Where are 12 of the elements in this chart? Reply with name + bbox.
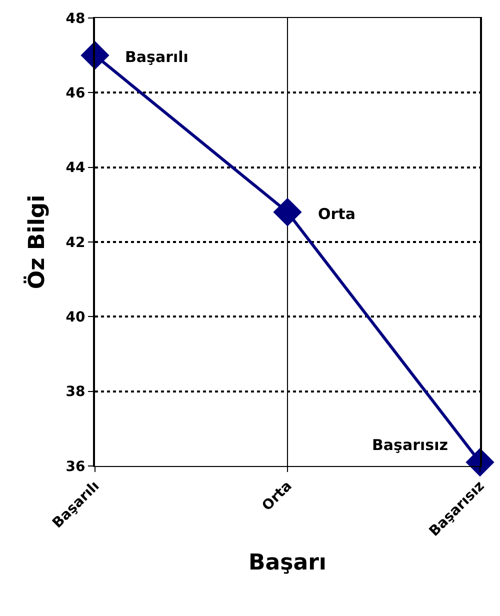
y-tick-label: 42 bbox=[66, 234, 86, 251]
y-tick-label: 36 bbox=[66, 458, 86, 475]
y-tick-label: 44 bbox=[66, 160, 86, 176]
annotation: Orta bbox=[318, 205, 356, 223]
y-tick-label: 48 bbox=[66, 10, 86, 27]
y-tick-label: 40 bbox=[66, 310, 86, 326]
x-axis-title: Başarı bbox=[248, 550, 326, 576]
y-tick-label: 38 bbox=[66, 384, 86, 400]
annotation: Başarısız bbox=[372, 436, 448, 454]
y-axis-title: Öz Bilgi bbox=[23, 194, 50, 290]
y-tick-label: 46 bbox=[66, 86, 86, 102]
annotation: Başarılı bbox=[125, 48, 188, 66]
